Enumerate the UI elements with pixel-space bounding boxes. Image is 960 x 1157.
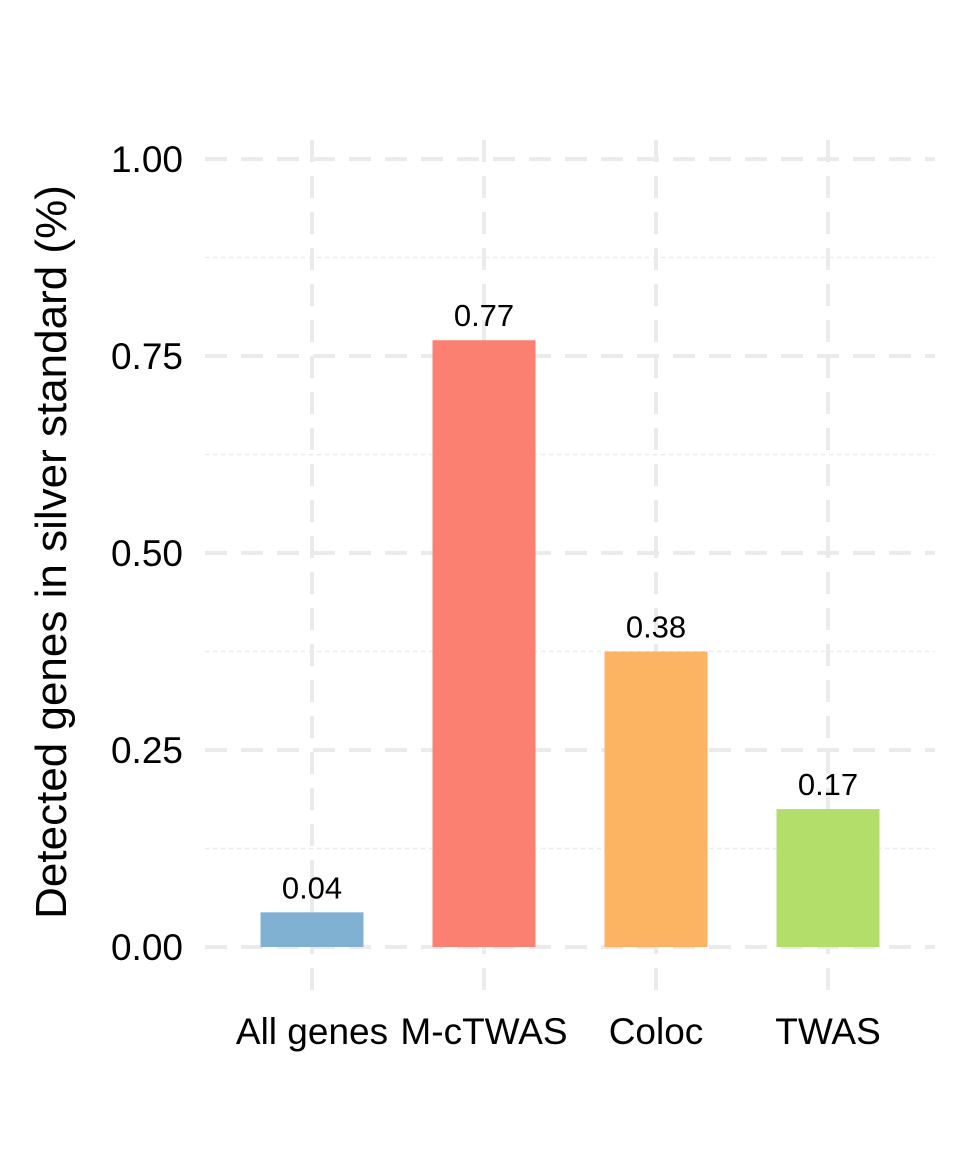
data-label: 0.77: [454, 298, 514, 333]
data-label: 0.38: [626, 610, 686, 645]
y-axis-ticks: 0.00 0.25 0.50 0.75 1.00: [111, 139, 183, 968]
y-tick-label: 0.25: [111, 730, 183, 771]
x-tick-label: Coloc: [609, 1011, 704, 1052]
x-tick-label: TWAS: [775, 1011, 881, 1052]
bar: [604, 651, 708, 947]
bars: [260, 340, 880, 947]
y-tick-label: 1.00: [111, 139, 183, 180]
data-labels: 0.04 0.77 0.38 0.17: [282, 298, 858, 905]
x-axis-ticks: All genes M-cTWAS Coloc TWAS: [236, 1011, 881, 1052]
data-label: 0.04: [282, 870, 342, 905]
x-tick-label: All genes: [236, 1011, 388, 1052]
major-gridlines: [205, 140, 935, 990]
y-tick-label: 0.50: [111, 533, 183, 574]
data-label: 0.17: [798, 767, 858, 802]
y-tick-label: 0.00: [111, 927, 183, 968]
bar: [776, 809, 880, 947]
y-tick-label: 0.75: [111, 336, 183, 377]
x-tick-label: M-cTWAS: [400, 1011, 567, 1052]
bar: [260, 912, 364, 947]
y-axis-label: Detected genes in silver standard (%): [27, 185, 76, 919]
bar: [432, 340, 536, 947]
